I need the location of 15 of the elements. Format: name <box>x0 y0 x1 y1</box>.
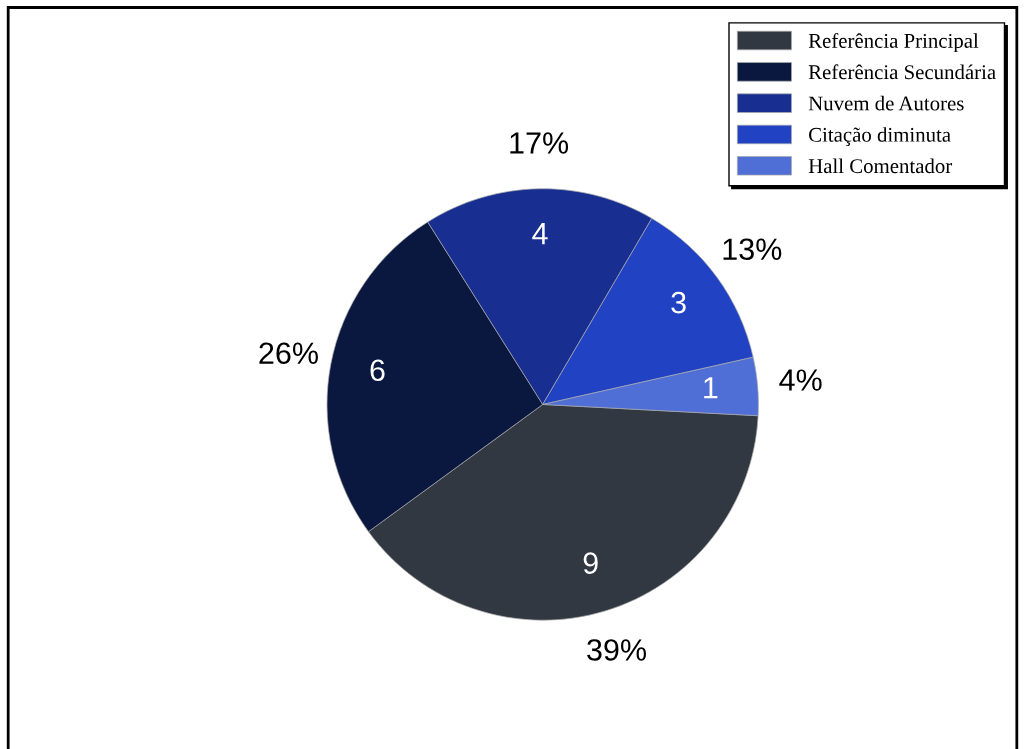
text: 4% <box>779 369 822 391</box>
data-label: 9 <box>583 552 598 574</box>
legend-label: Nuvem de Autores <box>808 95 964 111</box>
legend-label: Referência Secundária <box>808 64 996 80</box>
data-label: 4 <box>532 223 548 245</box>
text: 13% <box>723 238 782 261</box>
data-label: 1 <box>704 377 718 399</box>
legend-label: Referência Principal <box>808 33 979 53</box>
data-label: 3 <box>671 291 686 314</box>
text: 26% <box>259 342 318 365</box>
legend-label: Citação diminuta <box>809 127 951 147</box>
data-label: 6 <box>370 359 385 382</box>
legend-label: Hall Comentador <box>808 158 953 174</box>
text: 39% <box>587 639 647 661</box>
text: 17% <box>510 132 569 154</box>
